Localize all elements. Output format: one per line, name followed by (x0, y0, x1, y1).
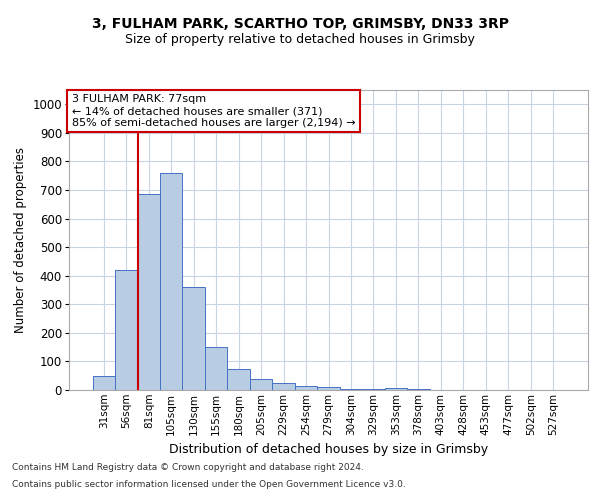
Bar (227, 370, 250, 390)
Text: Size of property relative to detached houses in Grimsby: Size of property relative to detached ho… (125, 32, 475, 46)
Text: 3 FULHAM PARK: 77sqm
← 14% of detached houses are smaller (371)
85% of semi-deta: 3 FULHAM PARK: 77sqm ← 14% of detached h… (71, 94, 355, 128)
Bar (182, 287, 205, 390)
Bar (137, 194, 160, 390)
X-axis label: Distribution of detached houses by size in Grimsby: Distribution of detached houses by size … (169, 443, 488, 456)
Bar (205, 347, 227, 390)
Text: Contains public sector information licensed under the Open Government Licence v3: Contains public sector information licen… (12, 480, 406, 489)
Bar (317, 387, 340, 390)
Bar (340, 388, 362, 390)
Bar (272, 383, 295, 390)
Text: Contains HM Land Registry data © Crown copyright and database right 2024.: Contains HM Land Registry data © Crown c… (12, 464, 364, 472)
Bar (385, 388, 407, 390)
Bar (92, 376, 115, 390)
Text: 3, FULHAM PARK, SCARTHO TOP, GRIMSBY, DN33 3RP: 3, FULHAM PARK, SCARTHO TOP, GRIMSBY, DN… (91, 18, 509, 32)
Bar (160, 173, 182, 390)
Bar (115, 270, 137, 390)
Bar (295, 386, 317, 390)
Bar (250, 380, 272, 390)
Y-axis label: Number of detached properties: Number of detached properties (14, 147, 27, 333)
